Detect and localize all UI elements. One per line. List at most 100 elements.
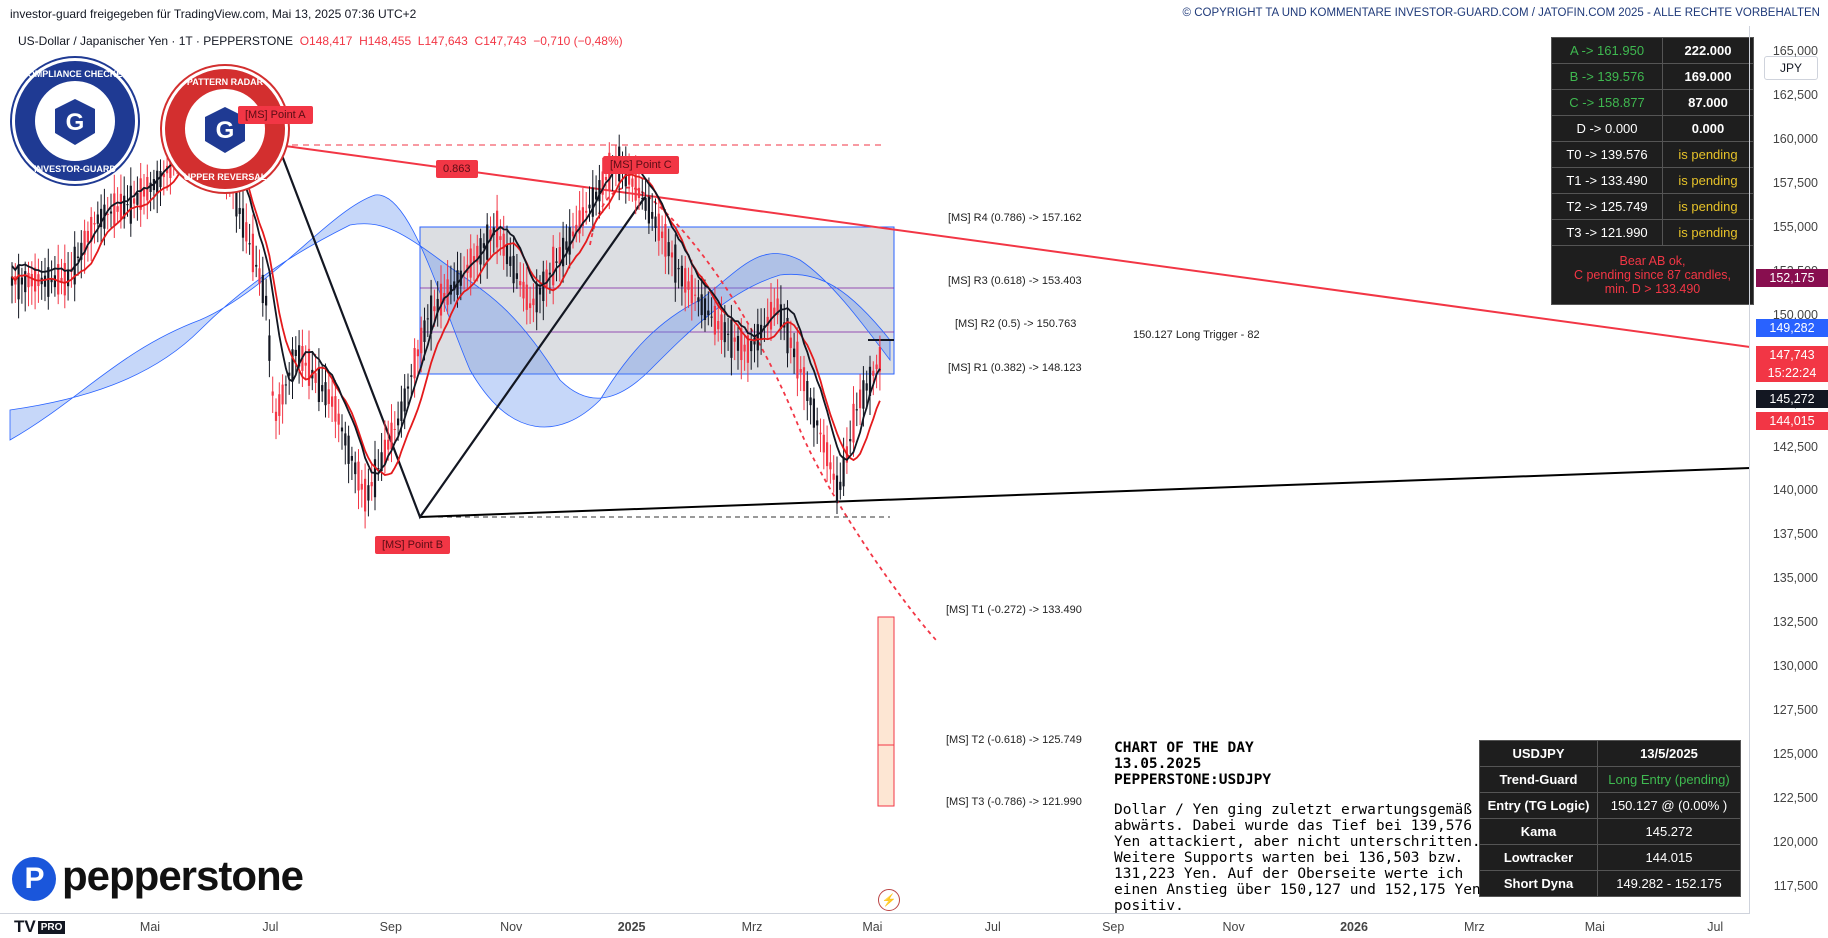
trend-info-table: USDJPY 13/5/2025 Trend-Guard Long Entry (pe… xyxy=(1479,740,1741,897)
price-tag: 147,743 xyxy=(1756,346,1828,365)
candle-body xyxy=(677,267,680,270)
info-row: Lowtracker 144.015 xyxy=(1479,844,1741,871)
candle-body xyxy=(859,389,862,409)
candle-body xyxy=(123,195,126,219)
info-row: Trend-Guard Long Entry (pending) xyxy=(1479,766,1741,793)
candle-body xyxy=(786,317,789,354)
candle-body xyxy=(796,341,799,379)
price-axis[interactable]: JPY 165,000 162,500 160,000 157,500 155,000 1… xyxy=(1749,26,1828,913)
pattern-radar-badge: G PATTERN RADAR UPPER REVERSAL xyxy=(162,66,288,192)
candle-body xyxy=(839,481,842,490)
candle-body xyxy=(139,178,142,210)
candle-body xyxy=(720,314,723,340)
candle-body xyxy=(47,267,50,297)
candle-body xyxy=(829,462,832,470)
symbol-info[interactable]: US-Dollar / Japanischer Yen · 1T · PEPPE… xyxy=(18,34,623,48)
candle-body xyxy=(350,455,353,461)
candle-body xyxy=(80,242,83,260)
candle-body xyxy=(558,247,561,265)
candle-body xyxy=(387,439,390,450)
candle-body xyxy=(779,304,782,329)
candle-body xyxy=(403,388,406,412)
price-tick-label: 130,000 xyxy=(1772,659,1818,674)
candle-body xyxy=(169,147,172,179)
candle-body xyxy=(690,274,693,304)
compliance-badge: G COMPLIANCE CHECKED INVESTOR-GUARD xyxy=(12,58,138,184)
lightning-icon[interactable]: ⚡ xyxy=(878,889,900,911)
candle-body xyxy=(687,281,690,290)
candle-body xyxy=(159,171,162,188)
candle-body xyxy=(142,187,146,197)
pattern-row-key: T2 -> 125.749 xyxy=(1551,193,1663,220)
candle-body xyxy=(486,224,489,260)
price-tag: 15:22:24 xyxy=(1756,364,1828,383)
time-tick-label: Sep xyxy=(1102,920,1125,934)
candle-body xyxy=(86,230,89,243)
pattern-row: T0 -> 139.576 is pending xyxy=(1551,141,1754,168)
point-a-label[interactable]: [MS] Point A xyxy=(238,106,313,124)
svg-text:G: G xyxy=(66,109,85,136)
svg-text:G: G xyxy=(216,117,235,144)
candle-body xyxy=(664,223,667,257)
candle-body xyxy=(281,384,284,405)
candle-body xyxy=(723,322,726,343)
candle-body xyxy=(832,473,835,480)
candle-body xyxy=(268,335,271,361)
candle-body xyxy=(697,297,700,302)
info-row-value: 145.272 xyxy=(1597,818,1741,845)
candle-body xyxy=(806,381,809,401)
info-row-key: Entry (TG Logic) xyxy=(1479,792,1598,819)
candle-body xyxy=(717,321,720,330)
pattern-row-key: C -> 158.877 xyxy=(1551,89,1663,116)
candle-body xyxy=(826,442,829,467)
candle-body xyxy=(60,277,63,283)
candle-body xyxy=(694,294,697,296)
candle-body xyxy=(10,276,14,286)
candle-body xyxy=(340,427,344,432)
candle-body xyxy=(443,292,446,301)
info-row-value: 144.015 xyxy=(1597,844,1741,871)
symbol-name[interactable]: US-Dollar / Japanischer Yen · 1T · PEPPE… xyxy=(18,34,294,48)
pattern-row: B -> 139.576 169.000 xyxy=(1551,63,1754,90)
candle-body xyxy=(565,241,568,250)
candle-body xyxy=(571,231,575,237)
candle-body xyxy=(324,382,327,406)
candle-body xyxy=(119,193,122,220)
candle-body xyxy=(585,210,588,213)
candle-body xyxy=(17,265,20,300)
candle-body xyxy=(436,298,439,313)
candle-body xyxy=(149,182,152,193)
candle-body xyxy=(331,396,334,407)
time-axis[interactable]: Mai Jul Sep Nov 2025 Mrz Mai Jul Sep Nov 2026 Mrz Ma… xyxy=(0,913,1750,938)
candle-body xyxy=(423,320,426,342)
candle-body xyxy=(713,305,716,335)
info-row-value: 13/5/2025 xyxy=(1597,740,1741,767)
candle-body xyxy=(710,316,713,318)
price-tick-label: 120,000 xyxy=(1772,834,1818,849)
candle-body xyxy=(793,348,796,358)
price-tick-label: 127,500 xyxy=(1772,703,1818,717)
candle-body xyxy=(657,213,660,241)
candle-body xyxy=(327,389,330,405)
candle-body xyxy=(20,277,23,285)
pattern-row: T1 -> 133.490 is pending xyxy=(1551,167,1754,194)
point-c-label[interactable]: [MS] Point C xyxy=(603,156,679,174)
candle-body xyxy=(670,252,674,258)
candle-body xyxy=(446,279,449,305)
pattern-row: D -> 0.000 0.000 xyxy=(1551,115,1754,142)
candle-body xyxy=(136,192,139,205)
candle-body xyxy=(116,206,119,212)
ratio-label[interactable]: 0.863 xyxy=(436,160,478,178)
candle-body xyxy=(684,268,687,293)
pepperstone-p-icon: P xyxy=(12,856,56,901)
tradingview-logo[interactable]: TV PRO xyxy=(14,917,66,937)
currency-selector[interactable]: JPY xyxy=(1764,56,1818,80)
point-b-label[interactable]: [MS] Point B xyxy=(375,536,451,554)
r2-level-label: [MS] R2 (0.5) -> 150.763 xyxy=(955,318,1077,330)
candle-body xyxy=(875,364,878,369)
candle-body xyxy=(307,348,311,386)
price-tick-label: 132,500 xyxy=(1772,615,1818,630)
candle-body xyxy=(842,456,845,487)
candle-body xyxy=(67,269,70,287)
